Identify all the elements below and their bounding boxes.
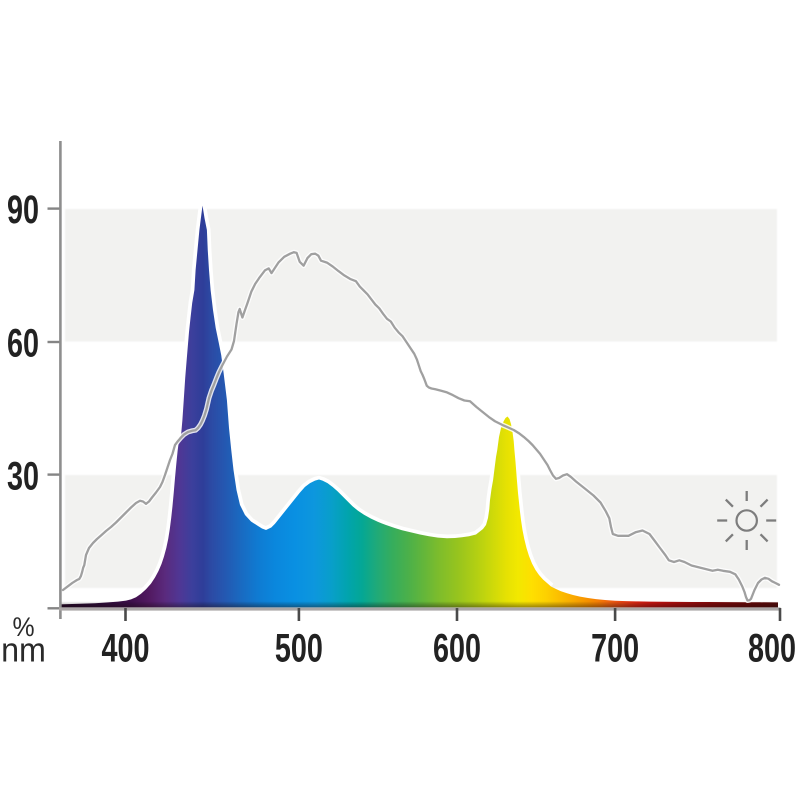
svg-text:nm: nm [1, 632, 46, 670]
svg-text:400: 400 [101, 626, 149, 671]
svg-text:90: 90 [7, 188, 39, 233]
svg-text:700: 700 [591, 626, 639, 671]
svg-text:30: 30 [7, 454, 39, 499]
svg-text:60: 60 [7, 321, 39, 366]
svg-text:800: 800 [748, 626, 796, 671]
svg-text:500: 500 [275, 626, 323, 671]
svg-text:%: % [13, 613, 35, 642]
svg-text:600: 600 [433, 626, 481, 671]
